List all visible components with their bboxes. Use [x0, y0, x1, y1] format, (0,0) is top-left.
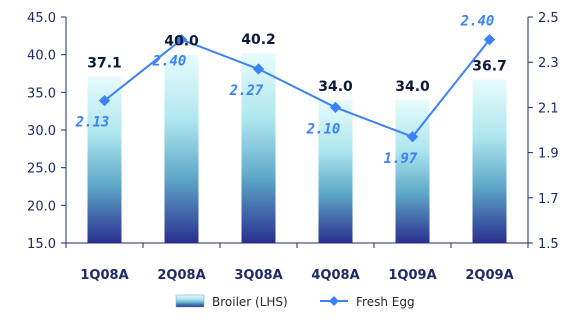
- line-data-label: 1.97: [384, 151, 418, 167]
- legend-label-broiler: Broiler (LHS): [212, 295, 288, 309]
- right-tick-label: 1.7: [538, 192, 559, 207]
- bar-data-label: 34.0: [395, 79, 430, 95]
- right-tick-label: 2.5: [538, 11, 559, 26]
- bar-data-label: 37.1: [87, 56, 122, 72]
- bar: [164, 54, 199, 243]
- category-label: 4Q08A: [311, 268, 359, 283]
- legend: Broiler (LHS) Fresh Egg: [175, 294, 415, 309]
- bar-data-label: 36.7: [472, 59, 507, 75]
- bars-layer: [87, 53, 507, 243]
- line-marker: [406, 131, 419, 143]
- fresh-egg-line: [103, 38, 491, 138]
- category-label: 1Q08A: [80, 268, 128, 283]
- bar-data-label: 40.0: [164, 34, 199, 50]
- axes: 15.0 20.0 25.0 30.0 35.0 40.0 45.0 1.5 1.7 1.9 2.1…: [27, 11, 559, 283]
- left-tick-label: 45.0: [27, 11, 56, 26]
- bar: [318, 99, 353, 243]
- category-label: 1Q09A: [388, 268, 436, 283]
- line-data-label: 2.13: [75, 115, 110, 131]
- right-tick-label: 1.5: [538, 237, 559, 252]
- line-marker: [175, 33, 188, 46]
- bar-data-label: 40.2: [241, 32, 276, 48]
- labels-layer: 37.1 40.0 40.2 34.0 34.0 36.7 2.13 2.40 2.27 2.10…: [75, 14, 507, 167]
- right-tick-label: 1.9: [538, 147, 559, 162]
- left-tick-label: 40.0: [27, 49, 56, 64]
- line-marker: [483, 33, 496, 46]
- legend-label-egg: Fresh Egg: [356, 295, 415, 309]
- left-tick-label: 30.0: [27, 124, 56, 139]
- bar: [472, 79, 507, 243]
- category-label: 2Q08A: [157, 268, 205, 283]
- legend-swatch-egg-marker: [329, 296, 339, 306]
- bar-data-label: 34.0: [318, 79, 353, 95]
- left-tick-label: 15.0: [27, 237, 56, 252]
- line-data-label: 2.10: [306, 121, 341, 137]
- legend-swatch-broiler: [175, 294, 205, 308]
- left-tick-label: 20.0: [27, 199, 56, 214]
- left-tick-label: 25.0: [27, 162, 56, 177]
- bar: [241, 53, 276, 243]
- line-data-label: 2.40: [152, 54, 187, 70]
- right-tick-label: 2.1: [538, 101, 559, 116]
- right-tick-label: 2.3: [538, 56, 559, 71]
- category-label: 2Q09A: [465, 268, 513, 283]
- line-layer: [98, 33, 496, 143]
- left-tick-label: 35.0: [27, 86, 56, 101]
- category-label: 3Q08A: [234, 268, 282, 283]
- line-data-label: 2.27: [229, 83, 264, 99]
- line-data-label: 2.40: [460, 14, 495, 30]
